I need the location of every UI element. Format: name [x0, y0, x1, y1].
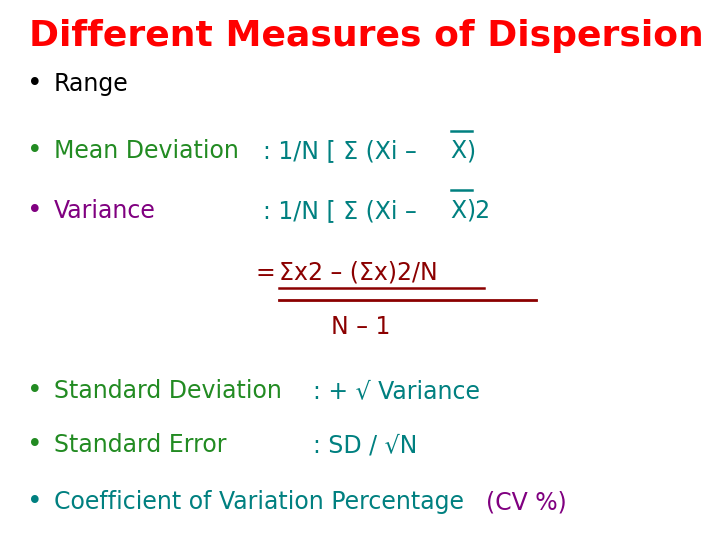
- Text: N – 1: N – 1: [331, 315, 390, 339]
- Text: )2: )2: [467, 199, 491, 222]
- Text: •: •: [27, 433, 43, 458]
- Text: (CV %): (CV %): [486, 490, 567, 514]
- Text: X: X: [451, 199, 467, 222]
- Text: Coefficient of Variation Percentage: Coefficient of Variation Percentage: [54, 490, 464, 514]
- Text: : + √ Variance: : + √ Variance: [313, 380, 480, 403]
- Text: : 1/N [ Σ (Xi –: : 1/N [ Σ (Xi –: [263, 199, 424, 222]
- Text: =: =: [256, 261, 283, 285]
- Text: Variance: Variance: [54, 199, 156, 222]
- Text: ): ): [467, 139, 476, 163]
- Text: •: •: [27, 138, 43, 164]
- Text: X: X: [451, 139, 467, 163]
- Text: •: •: [27, 71, 43, 97]
- Text: Standard Deviation: Standard Deviation: [54, 380, 282, 403]
- Text: Range: Range: [54, 72, 129, 96]
- Text: •: •: [27, 379, 43, 404]
- Text: Σx2 – (Σx)2/N: Σx2 – (Σx)2/N: [279, 261, 438, 285]
- Text: Different Measures of Dispersion: Different Measures of Dispersion: [29, 19, 703, 53]
- Text: Standard Error: Standard Error: [54, 434, 227, 457]
- Text: •: •: [27, 198, 43, 224]
- Text: : SD / √N: : SD / √N: [313, 434, 418, 457]
- Text: Mean Deviation: Mean Deviation: [54, 139, 239, 163]
- Text: •: •: [27, 489, 43, 515]
- Text: : 1/N [ Σ (Xi –: : 1/N [ Σ (Xi –: [263, 139, 424, 163]
